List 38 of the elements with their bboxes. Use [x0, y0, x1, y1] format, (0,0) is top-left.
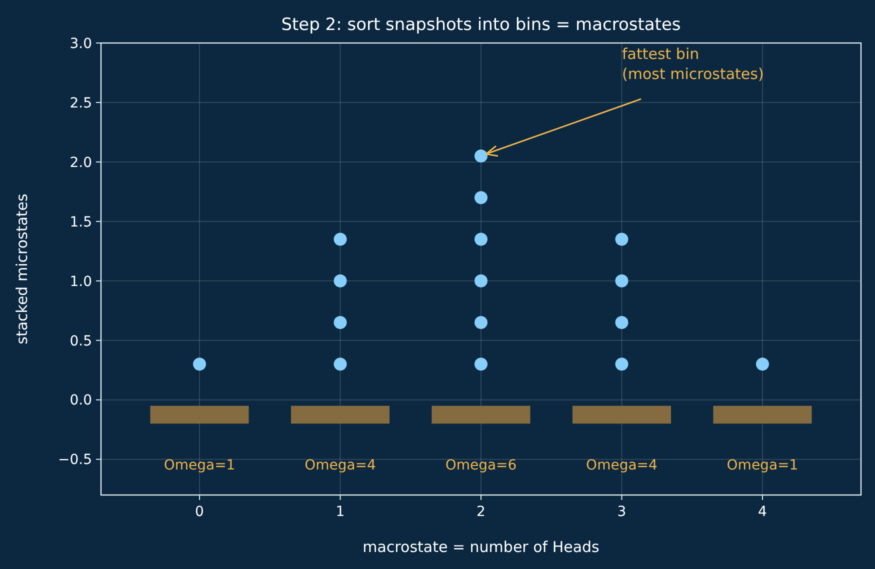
annotation: Omega=1 — [164, 458, 236, 474]
y-tick-label: 0.0 — [70, 392, 92, 409]
x-tick-label: 2 — [476, 504, 486, 520]
y-tick-label: 3.0 — [70, 36, 92, 52]
point — [756, 358, 769, 371]
annotation: fattest bin (most microstates) — [622, 45, 764, 83]
point — [615, 274, 628, 288]
x-tick-label: 4 — [758, 504, 768, 520]
point — [474, 274, 488, 288]
y-tick-label: 0.5 — [70, 333, 92, 350]
point — [334, 358, 347, 371]
point — [615, 316, 628, 330]
y-tick-label: −0.5 — [58, 452, 92, 468]
x-tick-label: 3 — [617, 504, 626, 520]
annotation: Omega=1 — [726, 458, 798, 474]
point — [615, 232, 628, 246]
annotation: Omega=4 — [586, 458, 658, 474]
x-tick-label: 1 — [336, 504, 345, 520]
point — [474, 150, 488, 162]
point — [474, 316, 488, 330]
point — [474, 191, 488, 204]
point — [474, 358, 488, 371]
chart-title: Step 2: sort snapshots into bins = macrostates — [281, 15, 681, 35]
y-tick-label: 2.0 — [70, 154, 92, 171]
point — [615, 358, 628, 371]
point — [474, 232, 488, 246]
x-axis-title: macrostate = number of Heads — [362, 538, 600, 556]
x-tick-label: 0 — [195, 504, 204, 520]
point — [334, 316, 347, 330]
y-tick-label: 2.5 — [70, 95, 92, 112]
point — [193, 358, 206, 371]
y-tick-label: 1.5 — [70, 214, 92, 230]
point — [334, 232, 347, 246]
y-tick-label: 1.0 — [70, 274, 92, 290]
annotation: Omega=4 — [304, 458, 376, 474]
y-axis-title: stacked microstates — [13, 193, 31, 344]
point — [334, 274, 347, 288]
annotation: Omega=6 — [445, 458, 517, 474]
